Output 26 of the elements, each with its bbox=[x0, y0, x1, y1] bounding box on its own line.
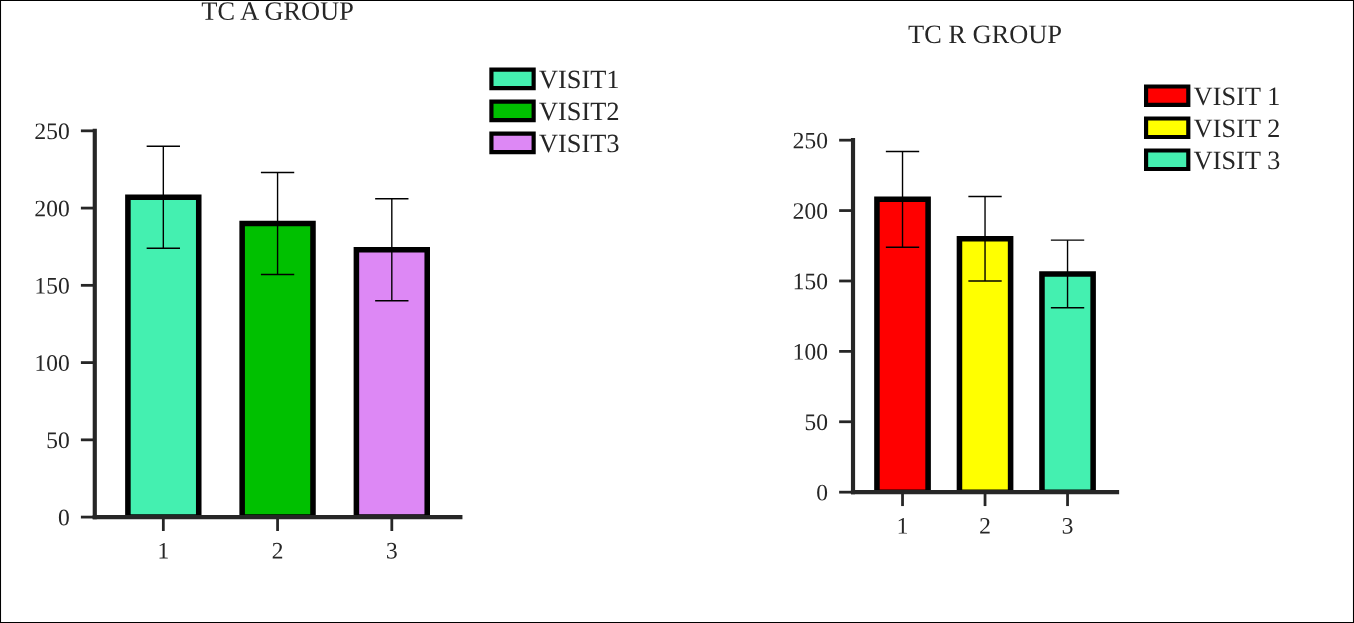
y-tick-label: 200 bbox=[793, 203, 828, 219]
y-tick-label: 150 bbox=[36, 277, 69, 294]
legend-label: VISIT 3 bbox=[1193, 151, 1280, 170]
y-tick-label: 50 bbox=[47, 432, 69, 449]
legend-label: VISIT 2 bbox=[1193, 119, 1279, 138]
x-tick-label: 1 bbox=[898, 517, 908, 534]
y-tick-label: 0 bbox=[58, 509, 69, 526]
chart-title: TC A GROUP bbox=[201, 2, 353, 20]
y-tick-label: 250 bbox=[793, 132, 828, 149]
y-tick-label: 250 bbox=[35, 123, 69, 140]
chart-title: TC R GROUP bbox=[908, 25, 1061, 44]
legend-label: VISIT3 bbox=[539, 134, 619, 153]
x-tick-label: 3 bbox=[1062, 517, 1073, 534]
x-tick-label: 1 bbox=[159, 542, 168, 559]
legend-label: VISIT1 bbox=[539, 70, 618, 89]
y-tick-label: 100 bbox=[36, 355, 69, 372]
x-tick-label: 2 bbox=[272, 542, 283, 559]
y-tick-label: 200 bbox=[35, 200, 69, 217]
legend-label: VISIT 1 bbox=[1193, 87, 1279, 106]
x-tick-label: 2 bbox=[980, 517, 990, 534]
legend-label: VISIT2 bbox=[539, 102, 619, 121]
y-tick-label: 150 bbox=[794, 273, 828, 290]
y-tick-label: 0 bbox=[817, 484, 828, 501]
y-tick-label: 100 bbox=[794, 343, 828, 360]
y-tick-label: 50 bbox=[805, 414, 828, 431]
x-tick-label: 3 bbox=[387, 542, 397, 559]
